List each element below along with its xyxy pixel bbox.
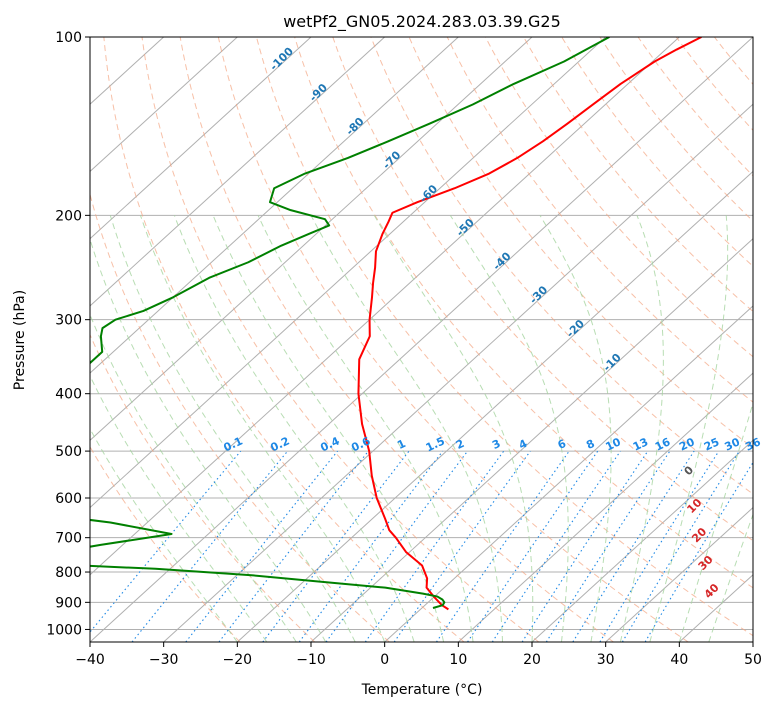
background-lines <box>90 37 753 642</box>
y-tick-label: 300 <box>55 313 82 329</box>
y-tick-label: 800 <box>55 565 82 581</box>
x-tick-label: 0 <box>380 652 389 668</box>
plot-frame <box>89 36 754 643</box>
moist-adiabat <box>449 215 569 642</box>
mixing-ratio-label: 30 <box>723 435 743 453</box>
dry-adiabat <box>90 192 390 642</box>
isotherm-gridline <box>90 37 753 642</box>
y-tick-label: 200 <box>55 208 82 224</box>
mixing-ratio-label: 25 <box>702 435 721 453</box>
x-tick-label: 20 <box>523 652 541 668</box>
mixing-ratio-label: 20 <box>677 435 697 453</box>
dry-adiabat <box>179 37 614 642</box>
mixing-ratio-line <box>185 450 338 642</box>
dry-adiabat <box>370 37 753 495</box>
isotherm-gridline <box>310 237 753 642</box>
mixing-ratio-line <box>521 450 649 642</box>
moist-adiabat <box>539 215 612 642</box>
moist-adiabat <box>257 215 474 642</box>
dry-adiabat <box>255 37 753 637</box>
mixing-ratio-line <box>545 450 671 642</box>
x-tick-label: 10 <box>449 652 467 668</box>
y-tick-label: 600 <box>55 491 82 507</box>
moist-adiabat <box>90 237 327 642</box>
isotherm-gridline <box>90 37 607 509</box>
isotherm-gridline <box>457 372 753 642</box>
isotherm-gridline <box>90 37 238 173</box>
moist-adiabat <box>139 215 386 642</box>
isotherm-gridline <box>384 305 753 642</box>
isotherm-gridline <box>90 37 533 442</box>
x-tick-label: −40 <box>75 652 105 668</box>
mixing-ratio-label: 16 <box>653 435 673 453</box>
isotherm-gridline <box>90 37 312 240</box>
y-tick-label: 900 <box>55 595 82 611</box>
mixing-ratio-line <box>491 450 621 642</box>
dry-adiabat <box>217 37 689 642</box>
isotherm-gridline <box>236 170 753 642</box>
mixing-ratio-label: 10 <box>604 435 624 453</box>
y-tick-label: 400 <box>55 387 82 403</box>
x-tick-label: 40 <box>670 652 688 668</box>
isotherm-gridline <box>531 439 753 642</box>
moist-adiabat <box>109 215 356 642</box>
mixing-ratio-line <box>435 450 570 642</box>
moist-adiabat <box>90 427 238 642</box>
mixing-ratio-line <box>393 450 531 642</box>
data-series <box>90 37 702 611</box>
dry-adiabat <box>446 37 753 403</box>
isotherm-gridline <box>90 37 459 374</box>
mixing-ratio-line <box>621 450 740 642</box>
mixing-ratio-line <box>131 450 289 642</box>
mixing-ratio-line <box>599 450 720 642</box>
x-tick-label: −20 <box>223 652 253 668</box>
dry-adiabat <box>408 37 753 449</box>
dry-adiabat <box>294 37 753 589</box>
moist-adiabat <box>373 215 534 642</box>
y-tick-label: 1000 <box>46 622 82 638</box>
y-tick-label: 700 <box>55 531 82 547</box>
isotherm-gridline <box>90 37 386 307</box>
isotherm-gridline <box>605 506 753 642</box>
x-tick-label: −10 <box>296 652 326 668</box>
y-axis-title: Pressure (hPa) <box>12 290 28 390</box>
moist-adiabat <box>310 215 504 642</box>
dry-adiabat <box>332 37 753 542</box>
temperature-line <box>357 37 702 611</box>
moist-adiabat <box>619 215 664 642</box>
isotherm-gridline <box>163 103 753 642</box>
mixing-ratio-line <box>467 450 599 642</box>
moist-adiabat <box>90 313 297 642</box>
mixing-ratio-line <box>572 450 695 642</box>
y-tick-label: 500 <box>55 444 82 460</box>
moist-adiabat <box>90 374 268 642</box>
x-tick-label: 30 <box>597 652 615 668</box>
x-tick-label: −30 <box>149 652 179 668</box>
mixing-ratio-line <box>644 461 753 642</box>
dry-adiabat <box>141 37 540 642</box>
x-axis-title: Temperature (°C) <box>361 682 483 698</box>
mixing-ratio-label: 13 <box>631 435 650 453</box>
dry-adiabat <box>103 37 465 642</box>
dry-adiabat <box>523 37 753 313</box>
y-tick-label: 100 <box>55 30 82 46</box>
chart-title: wetPf2_GN05.2024.283.03.39.G25 <box>283 12 561 32</box>
moist-adiabat <box>212 215 445 642</box>
x-tick-label: 50 <box>744 652 762 668</box>
dewpoint-line <box>90 37 610 609</box>
dry-adiabat <box>484 37 753 358</box>
